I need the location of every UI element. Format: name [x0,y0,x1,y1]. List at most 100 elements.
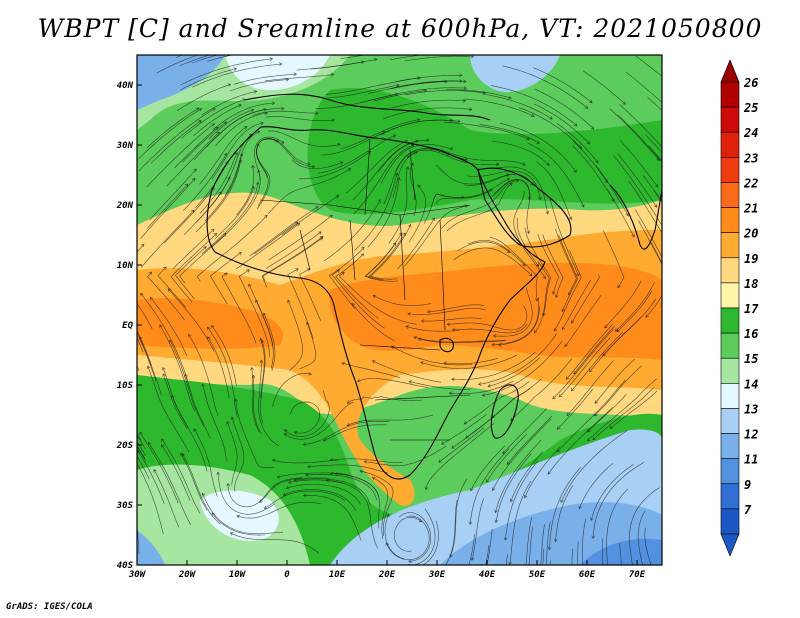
streamline [398,512,432,562]
streamline [159,324,195,412]
streamline-arrow [402,232,406,236]
streamline-arrow [415,139,419,144]
field-dark-green-north [307,88,662,215]
streamline [581,518,587,565]
streamline-arrow [377,199,381,203]
streamline-arrow [303,493,307,498]
streamline [408,184,426,243]
streamline [549,197,580,277]
colorbar-segment [720,357,740,384]
streamline-arrow [571,387,575,392]
streamline [642,174,662,203]
streamline-arrow [140,292,144,297]
streamline-arrow [489,189,493,193]
streamline [341,362,401,378]
streamline [163,373,188,429]
streamline [446,89,512,99]
streamline-arrow [211,186,215,191]
streamline-arrow [260,121,264,126]
streamline-arrow [357,378,361,383]
streamline-arrow [631,233,635,238]
streamline [137,450,165,505]
streamline-arrow [604,324,608,329]
colorbar-segment [720,282,740,309]
streamline [137,441,147,457]
colorbar-label: 7 [744,503,752,517]
streamline-arrow [535,263,540,267]
streamline [256,143,271,209]
streamline-arrow [226,421,230,425]
streamline [259,477,330,503]
streamline-arrow [604,179,608,183]
streamline [147,271,185,321]
streamline-arrow [426,138,430,142]
streamline [277,472,349,478]
streamline-arrow [234,398,238,402]
streamline [175,246,207,299]
streamline-arrow [408,223,412,228]
streamline [229,79,289,92]
streamline-arrow [264,214,268,219]
streamline-arrow [117,422,120,425]
streamline [330,458,403,463]
streamline-arrow [520,597,523,600]
streamline-arrow [441,441,445,445]
streamline [617,290,653,332]
streamline [183,153,228,211]
streamline [558,234,578,312]
streamline-arrow [528,272,533,277]
streamline [510,358,573,421]
streamline [486,433,528,483]
streamline-arrow [184,183,189,188]
streamline-arrow [542,312,546,317]
streamline-arrow [553,538,558,543]
streamline [498,306,540,346]
streamline [157,266,186,308]
streamline-arrow [593,606,596,609]
streamline-arrow [665,232,668,235]
streamline-arrow [234,151,238,156]
streamline [638,220,662,266]
streamline [256,138,311,178]
streamline-arrow [616,328,621,333]
streamline [509,480,532,565]
streamline-arrow [247,47,250,50]
streamline-arrow [463,421,468,425]
streamline [606,488,629,565]
colorbar-segment [720,157,740,183]
colorbar-label: 11 [744,453,758,467]
streamline-arrow [284,429,288,433]
streamline [254,221,298,255]
streamline-arrow [586,437,591,442]
streamline-arrow [547,546,552,551]
colorbar-label: 22 [743,176,758,190]
streamline-arrow [449,554,453,558]
streamline [609,108,660,161]
streamline [146,123,215,188]
lat-tick-label: 10N [117,261,134,271]
lon-tick-label: 20W [178,570,197,580]
streamline [264,490,346,509]
streamline [153,469,180,528]
streamline [284,402,354,440]
streamline [368,232,406,281]
streamline-arrow [494,519,499,523]
streamline-arrow [180,452,184,457]
country-borders [259,139,471,441]
streamline-arrow [561,308,565,313]
streamline [182,453,221,525]
streamline [490,85,577,126]
streamline-arrow [400,47,403,50]
streamline [451,351,536,380]
streamline-arrow [655,184,659,188]
streamline [613,155,662,226]
lon-tick-label: 20E [378,570,396,580]
streamline [392,151,418,198]
streamline [150,120,202,164]
streamline [137,446,146,462]
streamline [491,297,539,346]
streamline-arrow [238,251,242,256]
streamline [603,230,625,288]
colorbar-segment [720,332,740,359]
streamline-arrow [216,471,221,475]
